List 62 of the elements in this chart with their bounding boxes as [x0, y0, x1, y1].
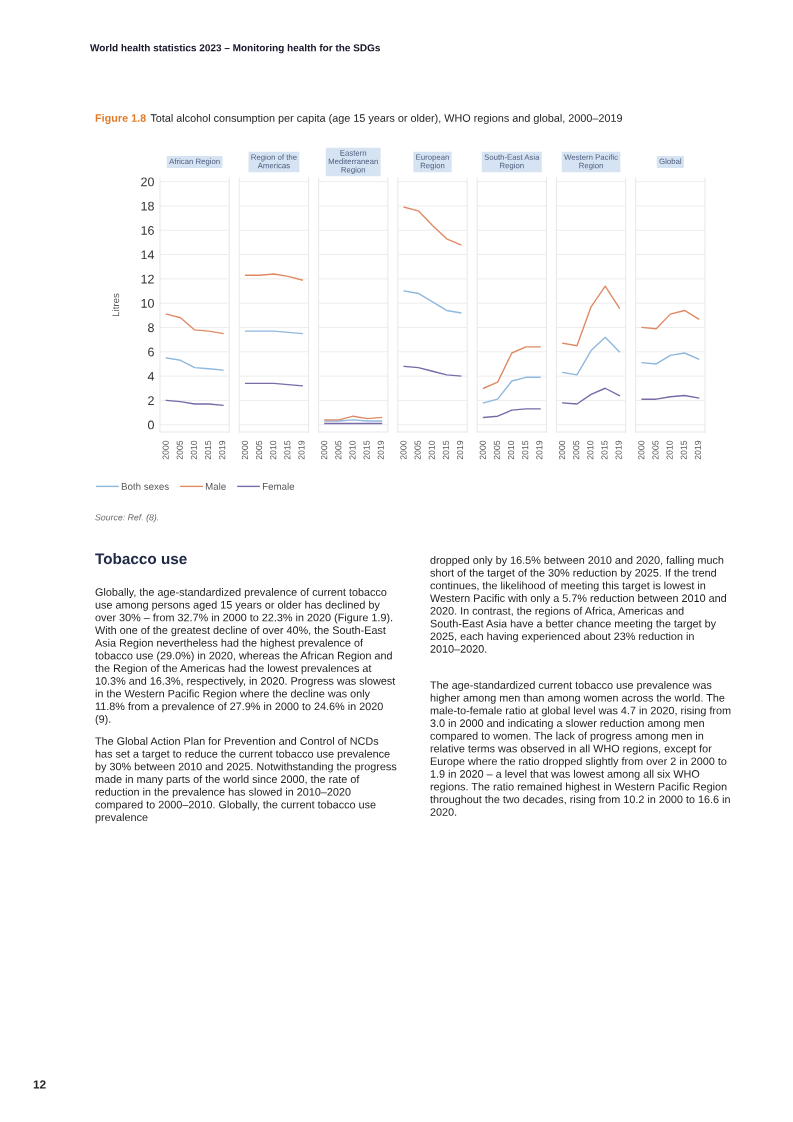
x-tick-label: 2010 — [587, 440, 594, 460]
text: The age-standardized current tobacco use prevalence was higher among men than among women across the world. The male-to-female ratio at global level was 4.7 in 2020, rising from 3.0 in 2000 and indicating a slower reduction among men compared to women. The lack of progress among men in relative terms was observed in all WHO regions, except for Europe where the ratio dropped slightly from over 2 in 2000 to 1.9 in 2020 – a level that was lowest among all six WHO regions. The ratio remained highest in Western Pacific Region throughout the two decades, rising from 10.2 in 2000 to 16.6 in 2020. — [430, 681, 731, 816]
x-tick-label: 2010 — [428, 440, 435, 460]
x-tick-label: 2010 — [507, 440, 515, 460]
x-tick-label: 2005 — [414, 440, 421, 460]
x-tick-label: 2005 — [255, 440, 263, 460]
x-tick-label: 2000 — [400, 440, 407, 460]
y-tick-label: 18 — [141, 201, 154, 211]
text: Tobacco use — [95, 553, 187, 565]
x-tick-label: 2005 — [493, 440, 500, 460]
y-tick-label: 20 — [141, 177, 154, 187]
y-tick-label: 14 — [141, 250, 155, 260]
text: The Global Action Plan for Prevention and Control of NCDs has set a target to reduce the current tobacco use prevalence by 30% between 2010 and 2025. Notwithstanding the progress made in many parts of the world since 2000, the rate of reduction in the prevalence has slowed in 2010–2020 compared to 2000–2010. Globally, the current tobacco use prevalence — [95, 737, 397, 824]
x-tick-label: 2015 — [680, 440, 687, 460]
text: 12 — [33, 1080, 46, 1089]
x-tick-label: 2010 — [270, 440, 277, 460]
x-tick-label: 2000 — [241, 440, 248, 460]
x-tick-label: 2010 — [190, 440, 197, 460]
x-tick-label: 2015 — [204, 440, 212, 460]
source-note: Source: Ref. (8). — [95, 514, 159, 523]
y-tick-label: 0 — [147, 420, 154, 430]
line-series — [165, 313, 224, 335]
y-tick-label: 6 — [148, 347, 154, 357]
text: Figure 1.8 — [95, 113, 146, 125]
x-tick-label: 2005 — [335, 440, 342, 460]
x-tick-label: 2019 — [615, 440, 622, 460]
x-tick-label: 2019 — [219, 440, 226, 460]
y-tick-label: 2 — [148, 396, 154, 405]
x-tick-label: 2005 — [652, 440, 659, 460]
x-tick-label: 2019 — [377, 440, 384, 460]
x-tick-label: 2015 — [363, 440, 370, 460]
y-tick-label: 8 — [148, 323, 154, 333]
x-tick-label: 2000 — [479, 440, 486, 460]
legend-label: Female — [262, 482, 295, 490]
x-tick-label: 2000 — [638, 440, 645, 460]
x-tick-label: 2000 — [321, 440, 328, 460]
text: Total alcohol consumption per capita (age 15 years or older), WHO regions and global, 2000–2019 — [150, 113, 622, 125]
y-tick-label: 10 — [141, 298, 154, 308]
x-tick-label: 2019 — [456, 440, 464, 460]
x-tick-label: 2019 — [694, 440, 701, 460]
legend-label: Both sexes — [121, 482, 169, 490]
x-tick-label: 2000 — [558, 440, 566, 460]
x-tick-label: 2010 — [349, 440, 356, 460]
x-tick-label: 2015 — [284, 440, 291, 460]
x-tick-label: 2019 — [298, 440, 305, 460]
x-tick-label: 2005 — [176, 440, 183, 460]
y-tick-label: 4 — [147, 372, 155, 381]
y-tick-label: 12 — [141, 274, 154, 284]
line-series — [165, 357, 224, 371]
y-tick-label: 16 — [141, 226, 154, 235]
text: dropped only by 16.5% between 2010 and 2020, falling much short of the target of the 30% reduction by 2025. If the trend continues, the likelihood of meeting this target is lowest in Western Pacific with only a 5.7% reduction between 2010 and 2020. In contrast, the regions of Africa, Americas and South-East Asia have a better chance meeting the target by 2025, each having experienced about 23% reduction in 2010–2020. — [430, 556, 726, 653]
x-tick-label: 2005 — [573, 440, 580, 460]
x-tick-label: 2015 — [442, 440, 449, 460]
x-tick-label: 2015 — [601, 440, 608, 460]
legend-label: Male — [205, 482, 226, 490]
x-tick-label: 2010 — [666, 440, 673, 460]
text: World health statistics 2023 – Monitoring health for the SDGs — [90, 44, 381, 54]
x-tick-label: 2015 — [522, 440, 529, 460]
x-tick-label: 2019 — [536, 440, 543, 460]
y-axis-title: Litres — [112, 293, 120, 317]
x-tick-label: 2000 — [162, 440, 169, 460]
text: Globally, the age-standardized prevalence of current tobacco use among persons aged 15 years or older has declined by over 30% – from 32.7% in 2000 to 22.3% in 2020 (Figure 1.9). With one of the greatest decline of over 40%, the South-East Asia Region nevertheless had the highest prevalence of tobacco use (29.0%) in 2020, whereas the African Region and the Region of the Americas had the lowest prevalences at 10.3% and 16.3%, respectively, in 2020. Progress was slowest in the Western Pacific Region where the decline was only 11.8% from a prevalence of 27.9% in 2000 to 24.6% in 2020 (9). — [95, 588, 396, 725]
